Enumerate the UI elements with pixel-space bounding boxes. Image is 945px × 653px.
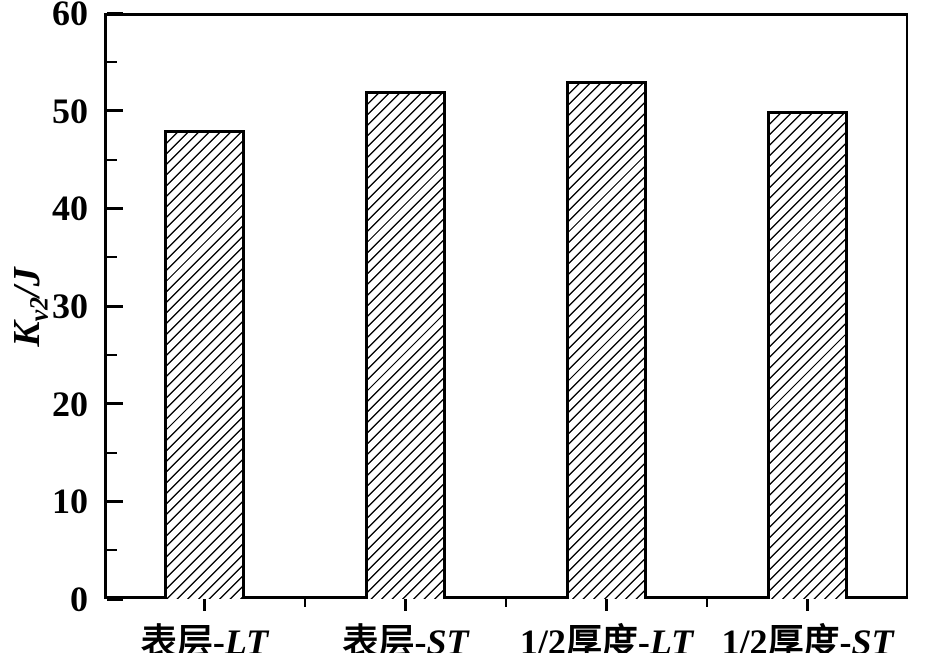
y-minor-tick	[107, 353, 117, 356]
y-tick-label: 10	[52, 481, 88, 522]
y-minor-tick	[107, 60, 117, 63]
y-major-tick	[107, 206, 123, 210]
y-minor-tick	[107, 158, 117, 161]
bar-1	[164, 130, 245, 599]
y-tick-label: 40	[52, 188, 88, 229]
y-major-tick	[107, 597, 123, 601]
y-minor-tick	[107, 256, 117, 259]
y-major-tick	[107, 499, 123, 503]
y-tick-label: 0	[70, 579, 88, 619]
x-category-suffix: ST	[426, 622, 469, 653]
x-major-tick	[404, 599, 407, 611]
y-major-tick	[107, 109, 123, 113]
x-category-prefix: 表层-	[342, 622, 427, 653]
x-category-suffix: LT	[649, 622, 694, 653]
y-tick-label: 60	[52, 0, 88, 33]
x-category-label: 表层-LT	[141, 613, 268, 653]
y-major-tick	[107, 11, 123, 15]
x-major-tick	[203, 599, 206, 611]
x-minor-tick	[505, 599, 507, 607]
x-major-tick	[806, 599, 809, 611]
x-category-suffix: LT	[224, 622, 269, 653]
x-category-suffix: ST	[851, 622, 894, 653]
x-category-prefix: 表层-	[140, 622, 225, 653]
x-category-label: 1/2厚度-LT	[520, 613, 693, 653]
y-major-tick	[107, 402, 123, 406]
x-category-label: 1/2厚度-ST	[721, 613, 893, 653]
x-category-label: 表层-ST	[342, 613, 468, 653]
y-major-tick	[107, 304, 123, 308]
x-major-tick	[605, 599, 608, 611]
y-axis-symbol: K	[6, 321, 48, 347]
bar-2	[365, 91, 446, 599]
y-minor-tick	[107, 549, 117, 552]
bar-3	[566, 81, 647, 599]
x-category-prefix: 1/2厚度-	[721, 622, 852, 653]
x-minor-tick	[304, 599, 306, 607]
x-minor-tick	[706, 599, 708, 607]
y-tick-label: 50	[52, 90, 88, 131]
y-minor-tick	[107, 451, 117, 454]
y-tick-label: 30	[52, 286, 88, 326]
bar-4	[767, 110, 848, 599]
y-tick-label: 20	[52, 383, 88, 424]
x-category-prefix: 1/2厚度-	[519, 622, 650, 653]
